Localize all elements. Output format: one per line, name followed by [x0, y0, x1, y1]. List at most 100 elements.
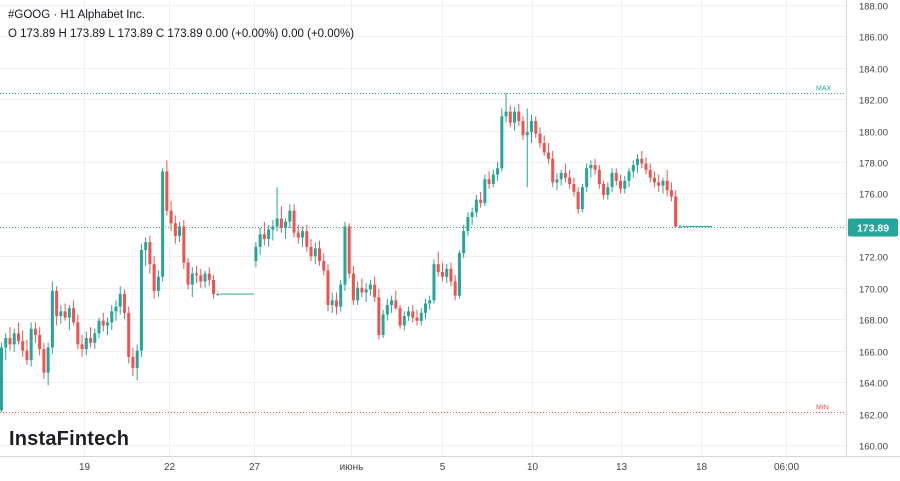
candle-body [173, 223, 177, 236]
y-tick-label: 184.00 [859, 65, 888, 76]
candle-body [309, 246, 313, 257]
candle-body [38, 334, 42, 350]
y-tick-label: 160.00 [859, 442, 888, 453]
candle-body [517, 111, 521, 122]
candle-body [89, 338, 93, 343]
candle-body [360, 287, 364, 293]
x-tick-label: 06:00 [774, 462, 799, 473]
candle-body [368, 284, 372, 290]
y-tick-label: 186.00 [859, 33, 888, 44]
candle-body [351, 273, 355, 301]
candle-body [288, 210, 292, 222]
candle-body [267, 229, 271, 240]
candle-body [182, 226, 186, 263]
candle-body [33, 328, 37, 335]
candle-body [551, 158, 555, 183]
candle-body [606, 187, 610, 195]
reference-lines: MAX MIN [0, 86, 846, 413]
candle-body [474, 199, 478, 213]
candle-body [254, 246, 258, 262]
candle-body [216, 294, 220, 296]
candle-body [407, 311, 411, 317]
candle-body [339, 284, 343, 307]
candle-body [190, 273, 194, 285]
candle-body [648, 169, 652, 178]
symbol-title: #GOOG · H1 Alphabet Inc. [8, 9, 145, 21]
candle-body [572, 183, 576, 192]
candle-body [555, 179, 559, 183]
candle-body [178, 226, 182, 236]
candle-body [93, 333, 97, 343]
candle-body [326, 270, 330, 306]
candle-body [110, 311, 114, 323]
candle-body [127, 312, 131, 357]
candle-body [25, 350, 29, 361]
y-tick-label: 180.00 [859, 128, 888, 139]
y-tick-label: 170.00 [859, 285, 888, 296]
candle-body [487, 179, 491, 184]
y-tick-label: 178.00 [859, 159, 888, 170]
candle-body [347, 226, 351, 274]
candle-body [114, 306, 118, 312]
candle-body [568, 177, 572, 184]
candle-body [318, 248, 321, 262]
candle-body [148, 242, 152, 265]
candle-body [106, 322, 109, 326]
candle-body [466, 216, 470, 232]
candle-body [636, 158, 639, 166]
candle-body [597, 169, 601, 184]
candle-body [627, 171, 631, 181]
candle-body [415, 317, 419, 321]
max-line-label: MAX [816, 86, 832, 93]
candle-body [8, 338, 12, 345]
candle-body [546, 152, 550, 159]
candle-body [101, 320, 105, 326]
candle-body [619, 180, 623, 189]
candle-body [305, 231, 309, 247]
candle-body [589, 165, 593, 169]
candle-body [271, 226, 275, 230]
price-tag-label: 173.89 [857, 223, 889, 235]
brand-logo: InstaFintech [9, 428, 130, 450]
candle-body [55, 290, 59, 317]
candle-body [669, 190, 673, 197]
y-tick-label: 168.00 [859, 316, 888, 327]
candle-body [334, 300, 338, 307]
price-tag [848, 218, 898, 237]
x-tick-label: июнь [340, 462, 364, 473]
candle-body [585, 168, 589, 188]
candle-body [661, 180, 665, 186]
candle-body [21, 341, 25, 351]
x-tick-label: 18 [696, 462, 708, 473]
candle-body [644, 163, 648, 170]
candle-body [508, 111, 512, 123]
candle-body [428, 300, 432, 304]
chart-legend: #GOOG · H1 Alphabet Inc. O 173.89 H 173.… [8, 6, 354, 44]
candle-body [322, 261, 326, 271]
candle-body [381, 314, 385, 335]
candle-body [356, 287, 360, 301]
candle-body [80, 344, 84, 350]
candle-body [440, 272, 444, 277]
candle-body [207, 273, 211, 280]
candle-body [424, 303, 427, 313]
x-tick-label: 22 [164, 462, 176, 473]
y-tick-label: 162.00 [859, 411, 888, 422]
candle-body [131, 356, 135, 368]
candle-body [525, 132, 529, 136]
candle-body [84, 338, 88, 350]
candle-body [614, 172, 618, 181]
candle-body [449, 268, 453, 282]
candle-body [483, 179, 487, 203]
candle-body [538, 133, 542, 144]
candle-body [513, 111, 517, 123]
candle-body [279, 218, 283, 228]
candle-body [623, 180, 627, 189]
x-tick-label: 13 [616, 462, 628, 473]
candle-body [97, 320, 101, 334]
candle-body [16, 333, 20, 342]
y-tick-label: 166.00 [859, 348, 888, 359]
